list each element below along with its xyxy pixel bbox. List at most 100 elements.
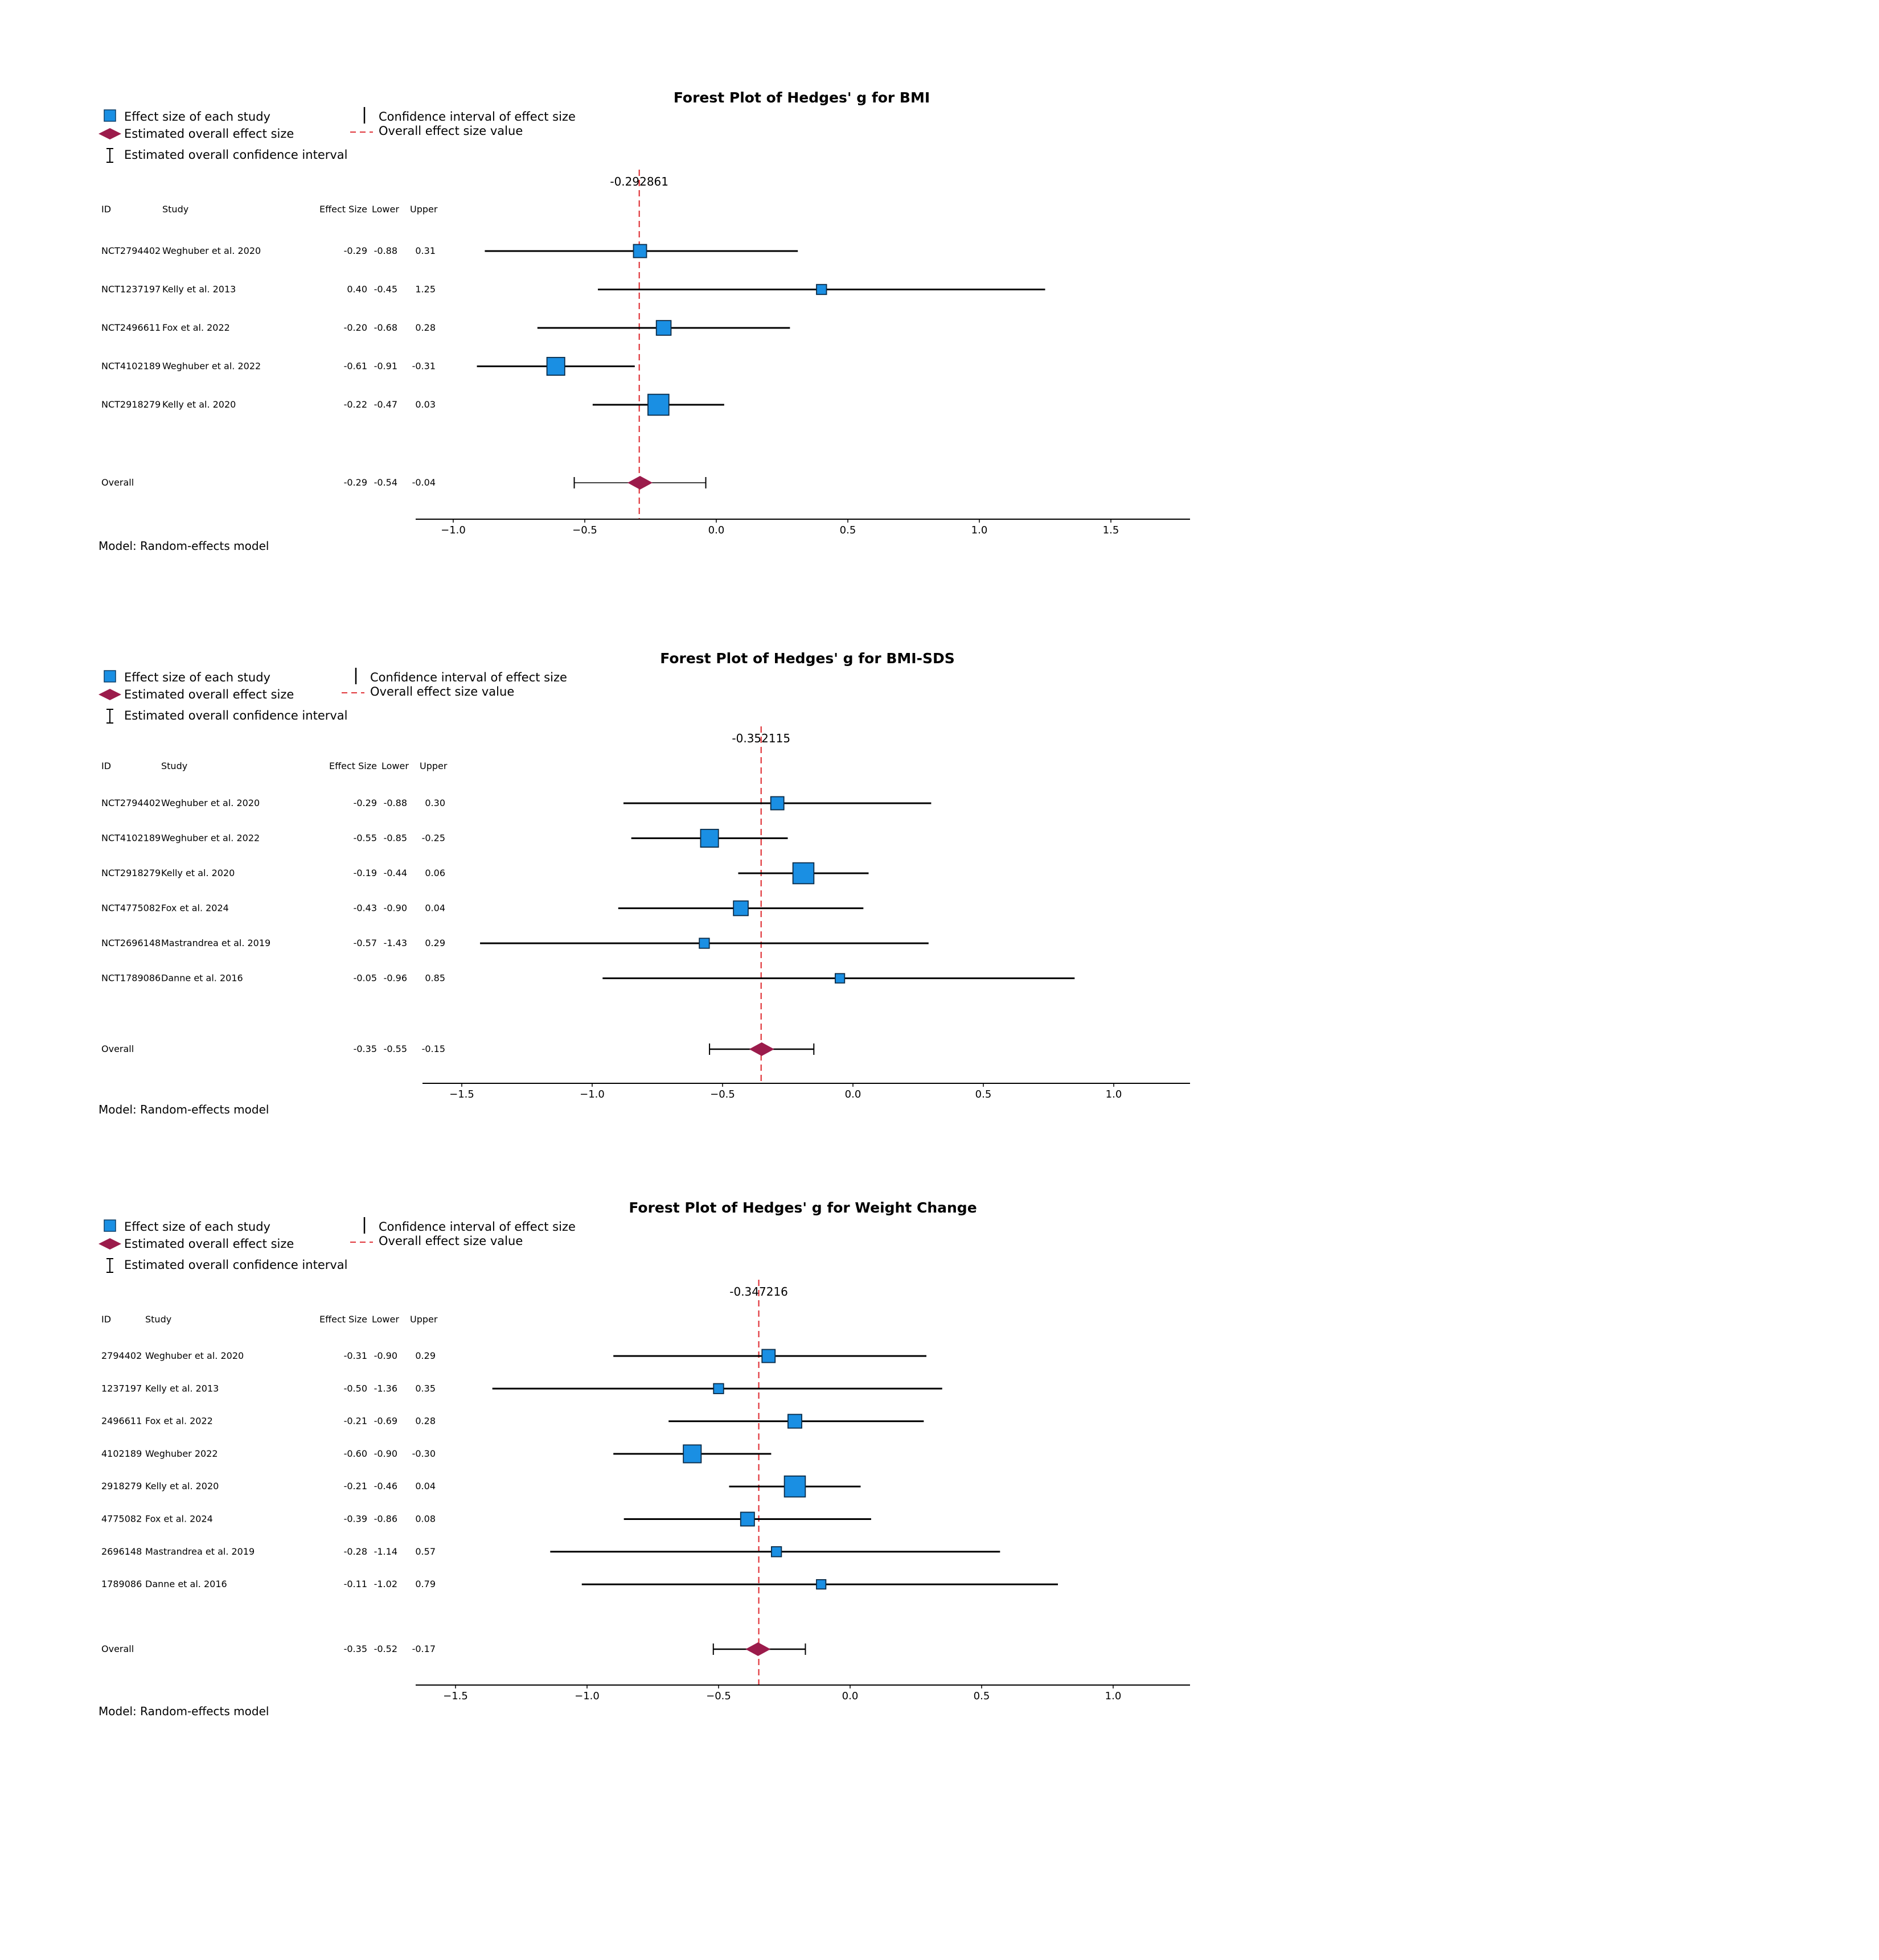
column-header-effect-size: Effect Size (319, 204, 367, 215)
study-effect-size: -0.28 (344, 1546, 367, 1557)
overall-effect-value-label: -0.347216 (729, 1285, 788, 1299)
study-lower: -0.46 (374, 1481, 397, 1491)
study-row: 4102189 Weghuber 2022 -0.60 -0.90 -0.30 (101, 1444, 772, 1464)
legend-overall-swatch (99, 689, 121, 700)
legend-overall-line-label: Overall effect size value (379, 1234, 523, 1248)
study-name: Kelly et al. 2020 (162, 399, 236, 410)
x-axis: −1.5 −1.0 −0.5 0.0 0.5 1.0 (422, 1083, 1190, 1100)
column-header-lower: Lower (372, 204, 399, 215)
study-effect-box (647, 393, 670, 416)
study-effect-box (655, 320, 672, 336)
study-row: 2794402 Weghuber et al. 2020 -0.31 -0.90 0.2… (101, 1349, 926, 1363)
study-effect-box (770, 1546, 782, 1558)
legend: Effect size of each study Estimated overa… (99, 107, 576, 163)
x-tick-label: −1.5 (449, 1088, 474, 1100)
study-row: NCT4102189 Weghuber et al. 2022 -0.61 -0.91… (101, 356, 635, 376)
study-id: NCT2918279 (101, 868, 161, 878)
overall-diamond (749, 1042, 774, 1056)
x-tick-label: −0.5 (706, 1690, 731, 1702)
study-effect-box (633, 244, 647, 258)
study-upper: -0.30 (412, 1448, 436, 1459)
study-id: 2696148 (101, 1546, 142, 1557)
overall-lower: -0.52 (374, 1643, 397, 1654)
study-upper: 0.04 (415, 1481, 436, 1491)
overall-lower: -0.55 (384, 1043, 407, 1054)
column-header-effect-size: Effect Size (329, 761, 377, 771)
study-name: Mastrandrea et al. 2019 (161, 938, 270, 948)
study-upper: 0.03 (415, 399, 436, 410)
study-name: Mastrandrea et al. 2019 (145, 1546, 255, 1557)
study-name: Weghuber 2022 (145, 1448, 218, 1459)
study-id: NCT2696148 (101, 938, 161, 948)
overall-effect-value-label: -0.292861 (610, 175, 668, 188)
legend-ci-label: Confidence interval of effect size (379, 1220, 576, 1234)
column-header-lower: Lower (381, 761, 409, 771)
study-effect-size: -0.11 (344, 1579, 367, 1589)
legend: Effect size of each study Estimated overa… (99, 1217, 576, 1273)
legend-overall-label: Estimated overall effect size (124, 1237, 294, 1251)
study-id: NCT2496611 (101, 322, 161, 333)
study-upper: 0.28 (415, 1416, 436, 1427)
x-tick-label: 0.0 (842, 1690, 859, 1702)
study-row: 2496611 Fox et al. 2022 -0.21 -0.69 0.28 (101, 1413, 924, 1429)
study-name: Weghuber et al. 2022 (161, 833, 260, 844)
study-row: NCT2696148 Mastrandrea et al. 2019 -0.57 -1… (101, 938, 929, 949)
study-id: 2918279 (101, 1481, 142, 1491)
study-effect-size: -0.29 (344, 245, 367, 256)
study-row: 2918279 Kelly et al. 2020 -0.21 -0.46 0.04 (101, 1475, 861, 1498)
study-name: Weghuber et al. 2020 (161, 798, 260, 808)
column-header-study: Study (161, 761, 187, 771)
study-effect-box (787, 1413, 802, 1429)
study-upper: 0.04 (425, 903, 445, 914)
column-header-study: Study (162, 204, 188, 215)
legend-study-label: Effect size of each study (124, 1220, 270, 1234)
study-effect-box (713, 1383, 724, 1394)
study-name: Danne et al. 2016 (145, 1579, 227, 1589)
study-id: 2794402 (101, 1350, 142, 1361)
legend-study-label: Effect size of each study (124, 110, 270, 124)
study-upper: 0.31 (415, 245, 436, 256)
study-effect-size: -0.43 (354, 903, 377, 914)
forest-panel-1: Forest Plot of Hedges' g for BMI Effect s… (99, 89, 1190, 553)
study-name: Fox et al. 2022 (162, 322, 230, 333)
column-header-study: Study (145, 1314, 171, 1325)
x-tick-label: 1.0 (971, 524, 988, 536)
column-header-id: ID (101, 204, 111, 215)
overall-row: Overall -0.29 -0.54 -0.04 (101, 476, 707, 490)
legend-overall-line-label: Overall effect size value (379, 124, 523, 138)
column-header-id: ID (101, 1314, 111, 1325)
study-effect-size: -0.22 (344, 399, 367, 410)
study-effect-box (761, 1349, 776, 1363)
study-id: 2496611 (101, 1416, 142, 1427)
model-note: Model: Random-effects model (99, 539, 269, 553)
study-id: 4775082 (101, 1514, 142, 1525)
study-effect-size: -0.05 (354, 973, 377, 984)
overall-diamond (745, 1642, 771, 1656)
x-tick-label: 0.5 (974, 1690, 990, 1702)
study-effect-box (792, 862, 815, 885)
study-effect-size: -0.55 (354, 833, 377, 844)
study-effect-size: 0.40 (347, 284, 367, 295)
legend-overall-ci-swatch (106, 148, 113, 163)
study-lower: -0.85 (384, 833, 407, 844)
study-name: Weghuber et al. 2020 (145, 1350, 244, 1361)
x-tick-label: −1.5 (443, 1690, 468, 1702)
study-row: NCT2918279 Kelly et al. 2020 -0.22 -0.47 0.0… (101, 393, 724, 416)
x-tick-label: 0.5 (840, 524, 856, 536)
study-name: Fox et al. 2024 (161, 903, 229, 914)
study-row: NCT4102189 Weghuber et al. 2022 -0.55 -0.85… (101, 828, 788, 848)
study-name: Weghuber et al. 2022 (162, 361, 261, 372)
x-tick-label: 1.5 (1103, 524, 1119, 536)
legend-overall-line-label: Overall effect size value (370, 685, 514, 698)
legend-study-swatch (104, 109, 116, 122)
study-id: 1237197 (101, 1383, 142, 1394)
study-effect-size: -0.50 (344, 1383, 367, 1394)
legend-overall-swatch (99, 1238, 121, 1250)
study-row: 4775082 Fox et al. 2024 -0.39 -0.86 0.08 (101, 1511, 871, 1527)
overall-effect-size: -0.29 (344, 477, 367, 488)
x-tick-label: −1.0 (580, 1088, 605, 1100)
x-axis: −1.0 −0.5 0.0 0.5 1.0 1.5 (416, 519, 1190, 536)
study-lower: -0.96 (384, 973, 407, 984)
study-effect-size: -0.31 (344, 1350, 367, 1361)
study-name: Fox et al. 2024 (145, 1514, 213, 1525)
